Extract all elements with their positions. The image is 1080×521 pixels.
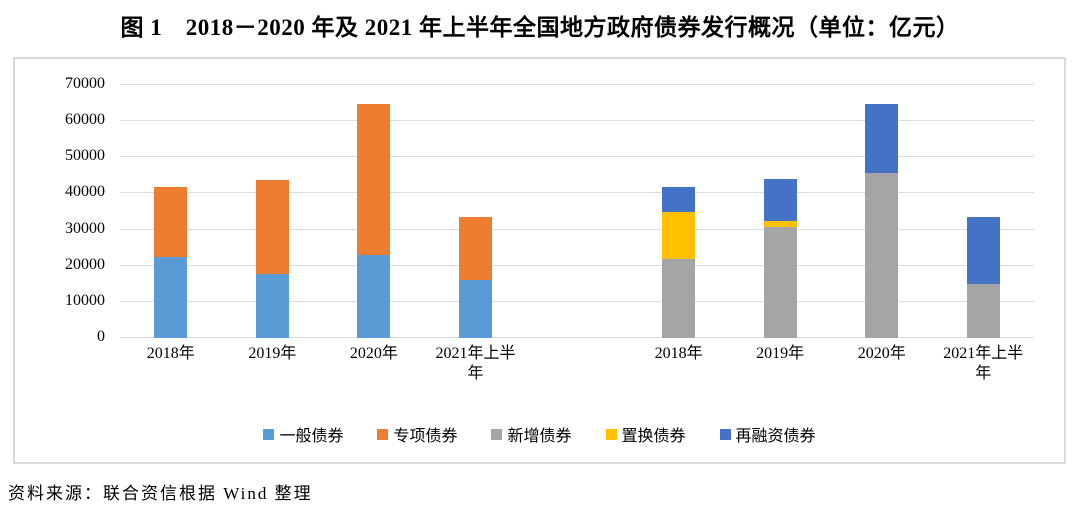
- x-axis-category-label: 2019年: [756, 345, 805, 362]
- gridline: [120, 301, 1034, 302]
- legend-label: 新增债券: [507, 428, 572, 445]
- x-axis-category-label: 2020年: [349, 345, 398, 362]
- page-title: 图 1 2018－2020 年及 2021 年上半年全国地方政府债券发行概况（单…: [120, 15, 960, 40]
- legend-label: 一般债券: [279, 428, 344, 445]
- plot-area: [120, 84, 1034, 338]
- legend-swatch-icon: [491, 428, 503, 440]
- y-axis-tick-label: 0: [97, 328, 105, 345]
- bar-segment: [662, 259, 696, 338]
- y-axis-tick-label: 70000: [65, 75, 105, 92]
- x-axis-category-label: 2019年: [248, 345, 297, 362]
- y-axis-tick-label: 50000: [65, 147, 105, 165]
- legend-swatch-icon: [263, 428, 275, 440]
- legend-swatch-icon: [377, 428, 389, 440]
- legend-swatch-icon: [605, 428, 617, 440]
- y-axis-tick-label: 40000: [65, 183, 105, 201]
- x-axis-category-label: 2018年: [146, 345, 195, 362]
- y-axis-tick-label: 20000: [65, 255, 105, 273]
- x-axis-category-label: 2018年: [654, 345, 703, 362]
- bar-segment: [865, 172, 899, 338]
- legend-label: 再融资债券: [735, 428, 816, 445]
- x-axis-labels: 2018年 2019年 2020年 2021年上半年 2018年 2019年 2020年 20…: [120, 344, 1034, 384]
- bar-segment: [458, 216, 492, 280]
- bar-segment: [966, 284, 1000, 338]
- y-axis-tick-label: 30000: [65, 219, 105, 237]
- bar-slot: [323, 84, 425, 338]
- gridline: [120, 156, 1034, 157]
- x-axis-category-label: 2021年上半年: [943, 345, 1024, 382]
- bar-segment: [966, 216, 1000, 285]
- bar-segment: [763, 179, 797, 222]
- x-axis-category-label: 2020年: [857, 345, 906, 362]
- bar-slot: [425, 84, 527, 338]
- x-axis-category-empty: [526, 344, 628, 384]
- bar-segment: [763, 226, 797, 338]
- legend-item: 再融资债券: [719, 422, 816, 446]
- legend-item: 置换债券: [605, 422, 686, 446]
- bar-slots: [120, 84, 1034, 338]
- legend-swatch-icon: [719, 428, 731, 440]
- bar-slot: [933, 84, 1035, 338]
- bar-segment: [357, 254, 391, 338]
- bar-segment: [154, 257, 188, 338]
- source-note: 资料来源：联合资信根据 Wind 整理: [8, 484, 313, 503]
- gridline: [120, 229, 1034, 230]
- bar-slot: [628, 84, 730, 338]
- x-axis-category-label: 2021年上半年: [435, 345, 516, 382]
- legend-label: 置换债券: [621, 428, 686, 445]
- bar-segment: [865, 104, 899, 173]
- gridline: [120, 120, 1034, 121]
- bar-slot-empty: [526, 84, 628, 338]
- chart-area: 0 10000 20000 30000 40000 50000 60000 70000 201…: [13, 57, 1066, 464]
- bar-segment: [255, 273, 289, 338]
- gridline: [120, 265, 1034, 266]
- gridline: [120, 84, 1034, 85]
- y-axis-tick-label: 60000: [65, 111, 105, 129]
- bar-slot: [222, 84, 324, 338]
- legend-item: 一般债券: [263, 422, 343, 446]
- gridline: [120, 192, 1034, 193]
- bar-segment: [154, 186, 188, 258]
- gridline: [120, 337, 1034, 338]
- bar-segment: [763, 221, 797, 227]
- bar-slot: [729, 84, 831, 338]
- y-axis-tick-label: 10000: [65, 291, 105, 309]
- legend-item: 专项债券: [377, 422, 457, 446]
- bar-segment: [662, 187, 696, 212]
- bar-segment: [662, 211, 696, 260]
- bar-segment: [458, 279, 492, 338]
- bar-segment: [357, 104, 391, 255]
- legend-item: 新增债券: [491, 422, 572, 446]
- bar-slot: [120, 84, 222, 338]
- chart-legend: 一般债券 专项债券 新增债券 置换债券 再融资债券: [15, 422, 1064, 446]
- legend-label: 专项债券: [393, 428, 458, 445]
- bar-segment: [255, 179, 289, 274]
- bar-slot: [831, 84, 933, 338]
